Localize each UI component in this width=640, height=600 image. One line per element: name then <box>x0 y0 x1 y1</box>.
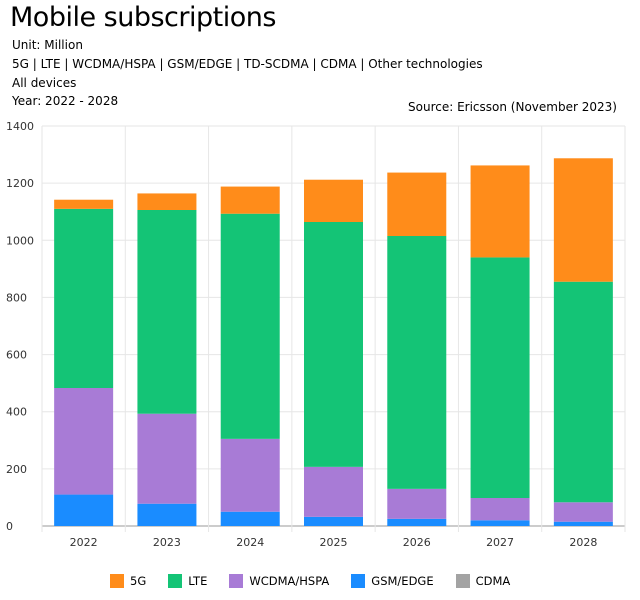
bar-wcdma-hspa-2026 <box>387 488 447 519</box>
x-tick-label-2026: 2026 <box>403 536 431 549</box>
legend-label: 5G <box>130 574 147 588</box>
legend-item-lte: LTE <box>168 574 207 588</box>
x-tick-label-2027: 2027 <box>486 536 514 549</box>
x-tick-label-2028: 2028 <box>569 536 597 549</box>
bar-wcdma-hspa-2028 <box>553 502 613 522</box>
x-tick-label-2022: 2022 <box>70 536 98 549</box>
bar-gsm-edge-2024 <box>220 511 280 526</box>
chart-title: Mobile subscriptions <box>10 2 276 33</box>
y-tick-label-0: 0 <box>6 520 13 533</box>
legend-swatch <box>110 574 124 588</box>
years-label: Year: 2022 - 2028 <box>12 94 119 108</box>
source-label: Source: Ericsson (November 2023) <box>408 100 617 114</box>
bar-gsm-edge-2028 <box>553 521 613 526</box>
x-tick-label-2025: 2025 <box>320 536 348 549</box>
bar-lte-2023 <box>137 210 197 414</box>
bar-5g-2025 <box>304 179 363 222</box>
y-tick-label-1400: 1400 <box>6 120 34 133</box>
unit-label: Unit: Million <box>12 38 83 52</box>
y-tick-label-200: 200 <box>6 463 27 476</box>
bar-gsm-edge-2025 <box>304 516 363 526</box>
legend-item-gsm-edge: GSM/EDGE <box>351 574 434 588</box>
x-tick-label-2024: 2024 <box>236 536 264 549</box>
y-tick-label-800: 800 <box>6 291 27 304</box>
bar-gsm-edge-2022 <box>54 494 114 526</box>
y-tick-label-1000: 1000 <box>6 234 34 247</box>
bar-lte-2027 <box>470 257 530 498</box>
bar-5g-2027 <box>470 165 530 258</box>
stacked-bar-chart: 0 200 400 600 800 1000 1200 1400 2022 2023 2024 202… <box>6 120 626 549</box>
legend-swatch <box>229 574 244 588</box>
legend-item-wcdma-hspa: WCDMA/HSPA <box>229 574 329 588</box>
legend-label: CDMA <box>475 574 511 588</box>
legend-item-5g: 5G <box>110 574 146 588</box>
bar-wcdma-hspa-2022 <box>54 388 114 495</box>
bar-5g-2028 <box>553 158 613 282</box>
legend-swatch <box>455 574 470 588</box>
legend-label: WCDMA/HSPA <box>249 574 330 588</box>
bar-5g-2024 <box>220 186 280 214</box>
bar-gsm-edge-2027 <box>470 520 530 526</box>
legend-swatch <box>168 574 183 588</box>
y-tick-label-600: 600 <box>6 349 27 362</box>
technologies-label: 5G | LTE | WCDMA/HSPA | GSM/EDGE | TD-SC… <box>12 57 483 71</box>
legend-swatch <box>351 574 366 588</box>
legend: 5G LTE WCDMA/HSPA GSM/EDGE CDMA <box>110 574 532 588</box>
bar-wcdma-hspa-2027 <box>470 498 530 521</box>
bar-lte-2026 <box>387 236 447 489</box>
bar-5g-2026 <box>387 172 447 236</box>
bar-wcdma-hspa-2023 <box>137 413 197 504</box>
devices-label: All devices <box>12 76 77 90</box>
y-tick-label-400: 400 <box>6 406 27 419</box>
bar-lte-2022 <box>54 208 114 388</box>
x-tick-label-2023: 2023 <box>153 536 181 549</box>
bar-wcdma-hspa-2025 <box>304 466 363 517</box>
bar-lte-2024 <box>220 213 280 439</box>
bar-5g-2022 <box>54 199 114 209</box>
bar-lte-2028 <box>553 281 613 503</box>
bar-5g-2023 <box>137 193 197 210</box>
bar-wcdma-hspa-2024 <box>220 438 280 512</box>
legend-label: LTE <box>188 574 208 588</box>
bar-gsm-edge-2026 <box>387 518 447 526</box>
bar-gsm-edge-2023 <box>137 503 197 526</box>
legend-item-cdma: CDMA <box>455 574 511 588</box>
bar-lte-2025 <box>304 222 363 467</box>
legend-label: GSM/EDGE <box>371 574 434 588</box>
y-tick-label-1200: 1200 <box>6 177 34 190</box>
